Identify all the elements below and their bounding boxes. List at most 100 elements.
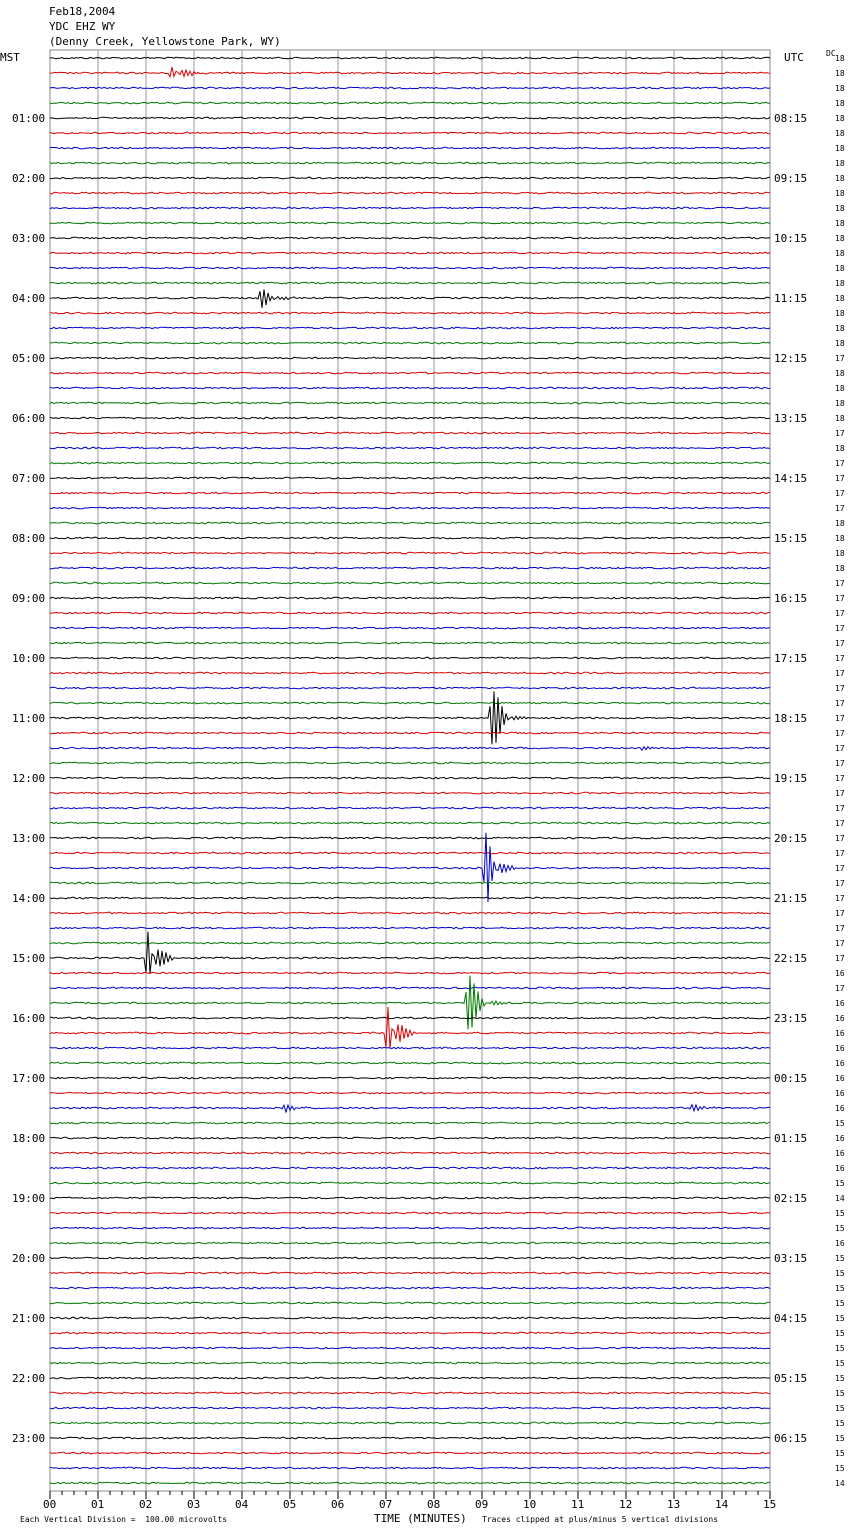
right-column-value: 18 <box>835 414 845 423</box>
trace-row <box>49 1316 771 1320</box>
x-tick-label: 00 <box>43 1498 57 1511</box>
trace-row <box>49 1436 771 1440</box>
utc-hour-label: 23:15 <box>774 1012 808 1025</box>
right-column-value: 16 <box>835 1044 845 1053</box>
right-column-value: 17 <box>835 639 845 648</box>
right-column-value: 15 <box>835 1314 845 1323</box>
trace-row <box>49 161 771 165</box>
trace-row <box>49 146 771 150</box>
trace-row <box>49 1151 771 1155</box>
right-column-value: 15 <box>835 1449 845 1458</box>
trace-row <box>49 1196 771 1200</box>
trace-row <box>49 191 771 195</box>
right-column-value: 15 <box>835 1359 845 1368</box>
utc-hour-label: 13:15 <box>774 412 808 425</box>
trace-row <box>49 691 771 745</box>
trace-row <box>49 1226 771 1230</box>
scale-note: Each Vertical Division = 100.00 microvol… <box>20 1515 228 1524</box>
station-label: YDC EHZ WY <box>49 20 116 33</box>
trace-row <box>49 832 770 902</box>
right-column-value: 18 <box>835 384 845 393</box>
right-column-value: 17 <box>835 729 845 738</box>
mst-hour-label: 13:00 <box>12 832 46 845</box>
x-tick-label: 05 <box>283 1498 297 1511</box>
trace-row <box>49 521 771 525</box>
right-column-value: 18 <box>835 99 845 108</box>
trace-row <box>49 975 771 1030</box>
mst-hour-label: 05:00 <box>12 352 46 365</box>
right-column-value: 18 <box>835 519 845 528</box>
trace-row <box>49 1241 771 1245</box>
mst-hour-label: 08:00 <box>12 532 46 545</box>
right-column-value: 18 <box>835 249 845 258</box>
clip-note: Traces clipped at plus/minus 5 vertical … <box>482 1515 719 1524</box>
right-column-value: 17 <box>835 699 845 708</box>
trace-row <box>49 1451 771 1455</box>
right-column-value: 18 <box>835 339 845 348</box>
right-column-value: 17 <box>835 669 845 678</box>
right-column-value: 18 <box>835 309 845 318</box>
utc-hour-label: 00:15 <box>774 1072 808 1085</box>
right-column-value: 17 <box>835 894 845 903</box>
x-tick-label: 01 <box>91 1498 105 1511</box>
x-tick-label: 14 <box>715 1498 729 1511</box>
trace-row <box>49 931 771 974</box>
mst-hour-label: 23:00 <box>12 1432 46 1445</box>
trace-row <box>49 491 771 495</box>
mst-hour-label: 11:00 <box>12 712 46 725</box>
trace-row <box>49 626 770 630</box>
utc-hour-label: 14:15 <box>774 472 808 485</box>
right-column-value: 18 <box>835 279 845 288</box>
trace-row <box>49 86 771 90</box>
trace-row <box>49 806 771 810</box>
right-column-value: 17 <box>835 984 845 993</box>
right-column-value: 18 <box>835 324 845 333</box>
trace-row <box>49 881 771 885</box>
right-column-value: 17 <box>835 849 845 858</box>
trace-row <box>49 1391 771 1395</box>
trace-row <box>49 641 771 645</box>
trace-row <box>49 596 771 600</box>
mst-hour-label: 10:00 <box>12 652 46 665</box>
right-column-value: 18 <box>835 129 845 138</box>
trace-row <box>49 1466 771 1470</box>
mst-hour-label: 09:00 <box>12 592 46 605</box>
right-column-value: 15 <box>835 1434 845 1443</box>
right-column-value: 17 <box>835 924 845 933</box>
trace-row <box>49 236 771 240</box>
right-column-value: 17 <box>835 864 845 873</box>
trace-row <box>49 941 771 945</box>
trace-row <box>49 911 771 915</box>
mst-hour-label: 19:00 <box>12 1192 46 1205</box>
utc-hour-label: 22:15 <box>774 952 808 965</box>
right-column-value: 16 <box>835 1164 845 1173</box>
right-column-value: 18 <box>835 204 845 213</box>
utc-hour-label: 15:15 <box>774 532 808 545</box>
right-column-value: 17 <box>835 879 845 888</box>
utc-hour-label: 08:15 <box>774 112 808 125</box>
right-column-value: 17 <box>835 939 845 948</box>
mst-hour-label: 21:00 <box>12 1312 46 1325</box>
right-column-value: 16 <box>835 1239 845 1248</box>
x-tick-label: 02 <box>139 1498 153 1511</box>
utc-hour-label: 20:15 <box>774 832 808 845</box>
right-column-value: 14 <box>835 1479 845 1488</box>
right-column-value: 16 <box>835 1074 845 1083</box>
utc-hour-label: 09:15 <box>774 172 808 185</box>
utc-hour-label: 11:15 <box>774 292 808 305</box>
right-column-value: 16 <box>835 1134 845 1143</box>
mst-hour-label: 16:00 <box>12 1012 46 1025</box>
trace-row <box>49 701 771 705</box>
mst-hour-label: 03:00 <box>12 232 46 245</box>
right-column-value: 17 <box>835 459 845 468</box>
right-column-value: 18 <box>835 399 845 408</box>
utc-hour-label: 05:15 <box>774 1372 808 1385</box>
right-column-value: 17 <box>835 354 845 363</box>
right-column-value: 16 <box>835 1014 845 1023</box>
plot-frame <box>49 49 771 1492</box>
trace-row <box>49 791 771 795</box>
x-tick-label: 15 <box>763 1498 777 1511</box>
trace-row <box>49 1061 771 1065</box>
trace-row <box>49 971 771 975</box>
